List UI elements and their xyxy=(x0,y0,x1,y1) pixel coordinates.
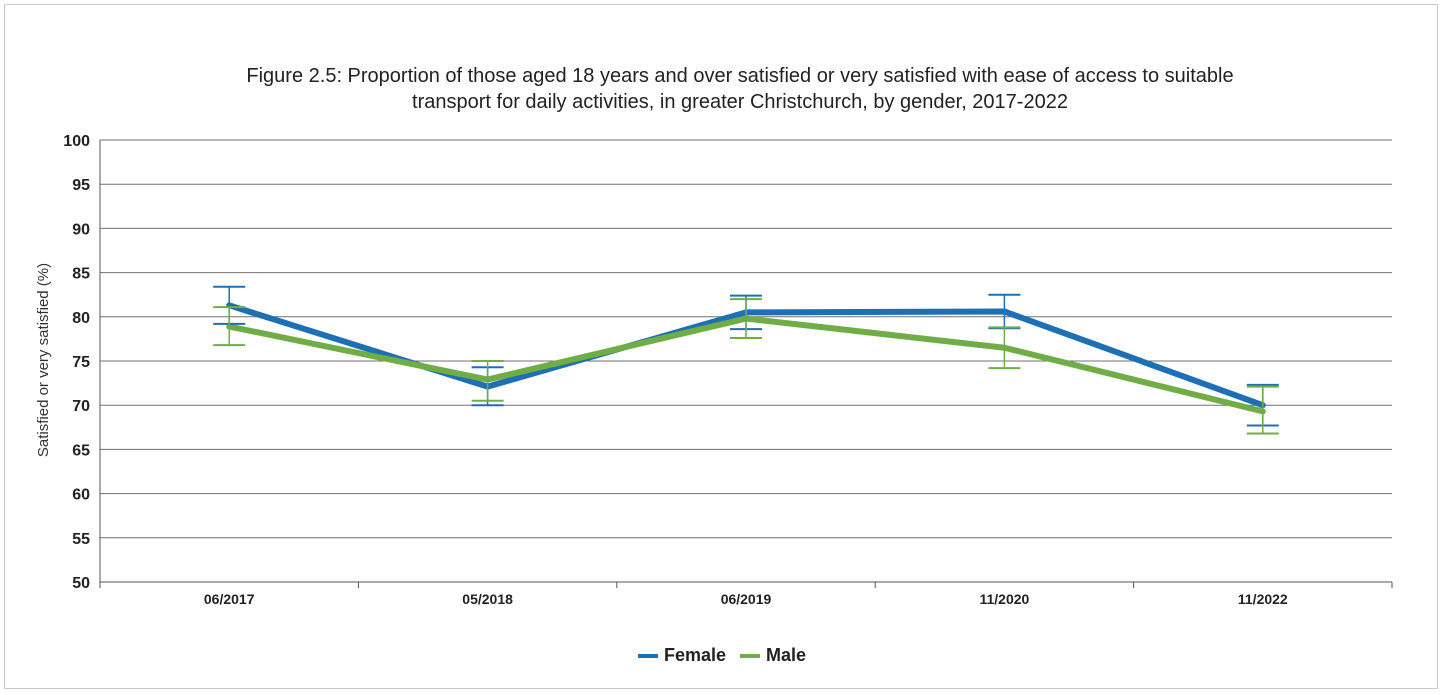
y-tick-label: 75 xyxy=(72,354,90,371)
x-tick-label: 06/2017 xyxy=(204,591,255,607)
x-tick-label: 11/2022 xyxy=(1238,591,1288,607)
chart-frame xyxy=(4,4,1438,689)
axes xyxy=(99,140,1393,588)
chart-title-line-2: transport for daily activities, in great… xyxy=(412,91,1068,113)
error-bars xyxy=(213,285,1279,435)
y-axis-label: Satisfied or very satisfied (%) xyxy=(35,263,52,457)
y-tick-label: 65 xyxy=(72,442,90,459)
y-tick-label: 80 xyxy=(72,310,90,327)
chart-title-line-1: Figure 2.5: Proportion of those aged 18 … xyxy=(246,65,1234,87)
y-tick-label: 50 xyxy=(72,575,90,592)
y-tick-label: 85 xyxy=(72,266,90,283)
y-tick-label: 100 xyxy=(63,133,90,150)
x-tick-labels: 06/2017 05/2018 06/2019 11/2020 11/2022 xyxy=(204,591,1288,607)
y-tick-label: 90 xyxy=(72,221,90,238)
y-tick-label: 60 xyxy=(72,487,90,504)
legend-swatch-male xyxy=(740,653,760,658)
legend-item-female: Female xyxy=(637,645,726,666)
x-tick-label: 06/2019 xyxy=(721,591,772,607)
legend-label-female: Female xyxy=(663,645,726,665)
y-tick-labels: 50 55 60 65 70 75 80 85 90 95 100 xyxy=(63,133,90,592)
y-tick-label: 55 xyxy=(72,531,90,548)
gridlines xyxy=(100,139,1392,583)
x-tick-label: 05/2018 xyxy=(462,591,513,607)
legend-swatch-female xyxy=(637,653,658,658)
legend-item-male: Male xyxy=(740,645,806,666)
legend-label-male: Male xyxy=(766,645,807,665)
chart-title: Figure 2.5: Proportion of those aged 18 … xyxy=(40,63,1440,115)
x-tick-label: 11/2020 xyxy=(979,591,1029,607)
y-tick-label: 70 xyxy=(72,398,90,415)
y-tick-label: 95 xyxy=(72,177,90,194)
legend: Female Male xyxy=(0,645,1444,666)
